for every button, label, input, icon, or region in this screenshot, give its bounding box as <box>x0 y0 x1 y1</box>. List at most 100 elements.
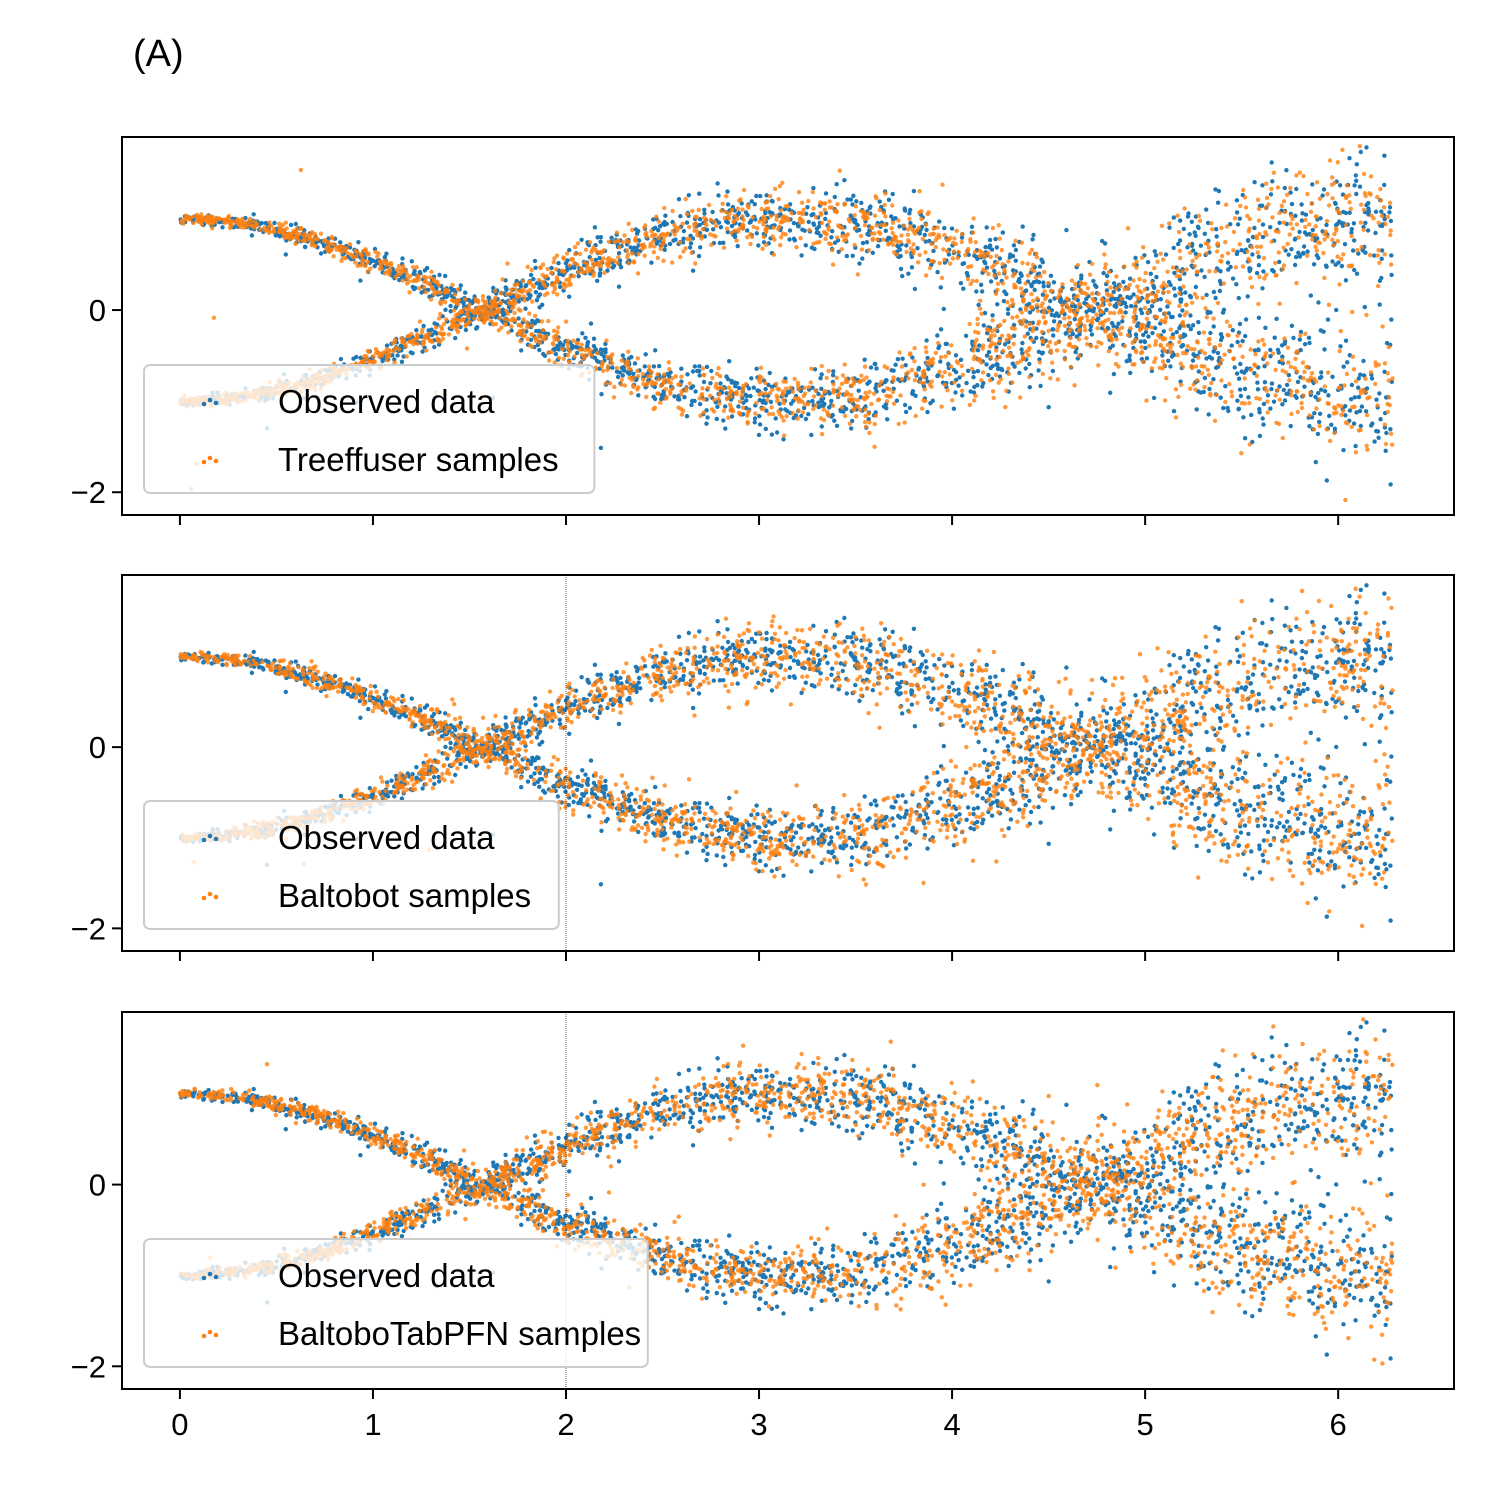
data-point-observed <box>883 228 888 233</box>
data-point-sample <box>595 350 600 356</box>
data-point-observed <box>1354 162 1360 167</box>
data-point-sample <box>568 282 573 287</box>
data-point-observed <box>1188 326 1194 332</box>
data-point-observed <box>458 283 463 288</box>
data-point-sample <box>644 383 649 388</box>
data-point-sample <box>1294 369 1300 374</box>
data-point-sample <box>1337 282 1342 287</box>
data-point-observed <box>1295 379 1301 385</box>
data-point-observed <box>704 227 710 232</box>
data-point-sample <box>540 328 546 333</box>
data-point-sample <box>708 232 713 237</box>
data-point-observed <box>1235 398 1240 403</box>
data-point-observed <box>1387 210 1392 215</box>
data-point-sample <box>912 378 918 383</box>
data-point-sample <box>1294 389 1299 394</box>
data-point-sample <box>672 232 677 237</box>
data-point-sample <box>619 377 624 382</box>
data-point-sample <box>979 311 984 316</box>
data-point-observed <box>1257 406 1262 412</box>
data-point-sample <box>1042 307 1047 312</box>
data-point-observed <box>849 426 854 431</box>
data-point-sample <box>862 364 868 369</box>
data-point-sample <box>1385 371 1390 376</box>
data-point-observed <box>516 316 521 321</box>
data-point-observed <box>1341 447 1346 453</box>
data-point-sample <box>977 253 982 259</box>
data-point-observed <box>1306 335 1312 340</box>
data-point-observed <box>1356 376 1362 381</box>
data-point-observed <box>556 261 561 266</box>
data-point-sample <box>807 227 812 233</box>
data-point-observed <box>1361 373 1367 378</box>
data-point-sample <box>839 405 845 410</box>
data-point-observed <box>1111 281 1117 286</box>
data-point-sample <box>1158 251 1163 256</box>
data-point-sample <box>774 381 779 386</box>
data-point-observed <box>532 258 538 264</box>
data-point-observed <box>729 414 735 419</box>
data-point-observed <box>1178 299 1184 304</box>
data-point-observed <box>1050 368 1056 374</box>
data-point-sample <box>1137 277 1142 282</box>
data-point-sample <box>1257 396 1263 402</box>
data-point-sample <box>1013 238 1018 243</box>
data-point-sample <box>1213 269 1218 274</box>
data-point-sample <box>422 334 428 339</box>
data-point-sample <box>1379 213 1385 219</box>
data-point-sample <box>980 346 985 351</box>
data-point-sample <box>1301 376 1306 381</box>
data-point-sample <box>800 410 805 415</box>
data-point-sample <box>1357 144 1363 149</box>
data-point-sample <box>464 346 470 351</box>
data-point-sample <box>566 277 572 282</box>
data-point-sample <box>1163 319 1168 324</box>
data-point-sample <box>690 208 695 214</box>
data-point-observed <box>1322 347 1327 352</box>
data-point-sample <box>496 328 501 333</box>
data-point-observed <box>1377 391 1382 396</box>
data-point-sample <box>1053 341 1059 346</box>
data-point-observed <box>972 253 977 258</box>
data-point-sample <box>398 268 403 273</box>
data-point-sample <box>1089 261 1095 266</box>
data-point-observed <box>1307 424 1312 429</box>
data-point-observed <box>1317 411 1323 416</box>
data-point-sample <box>858 233 864 239</box>
data-point-observed <box>1120 319 1125 324</box>
data-point-observed <box>616 284 622 289</box>
data-point-observed <box>819 398 825 404</box>
data-point-sample <box>722 215 727 221</box>
data-point-observed <box>400 256 405 261</box>
data-point-observed <box>870 250 875 255</box>
data-point-sample <box>1332 231 1337 237</box>
data-point-observed <box>1389 317 1394 322</box>
data-point-sample <box>581 356 587 361</box>
data-point-sample <box>1177 339 1182 345</box>
data-point-observed <box>1073 349 1078 355</box>
data-point-sample <box>859 247 865 252</box>
data-point-observed <box>1256 263 1262 268</box>
data-point-sample <box>806 401 811 407</box>
data-point-observed <box>882 379 888 385</box>
data-point-observed <box>1154 274 1159 280</box>
data-point-sample <box>740 207 745 212</box>
data-point-sample <box>1330 175 1335 180</box>
data-point-observed <box>1111 289 1116 295</box>
data-point-observed <box>1286 252 1291 257</box>
data-point-sample <box>1388 232 1393 238</box>
data-point-sample <box>1040 338 1045 343</box>
data-point-sample <box>614 365 620 371</box>
data-point-sample <box>411 342 416 347</box>
data-point-observed <box>802 228 807 233</box>
data-point-sample <box>1303 217 1308 223</box>
data-point-observed <box>597 255 602 261</box>
data-point-sample <box>651 250 656 255</box>
data-point-observed <box>811 222 817 227</box>
data-point-sample <box>780 180 785 185</box>
data-point-sample <box>635 356 640 361</box>
data-point-sample <box>1382 252 1387 257</box>
data-point-observed <box>1113 304 1119 309</box>
data-point-observed <box>859 200 864 206</box>
data-point-observed <box>1142 339 1147 344</box>
